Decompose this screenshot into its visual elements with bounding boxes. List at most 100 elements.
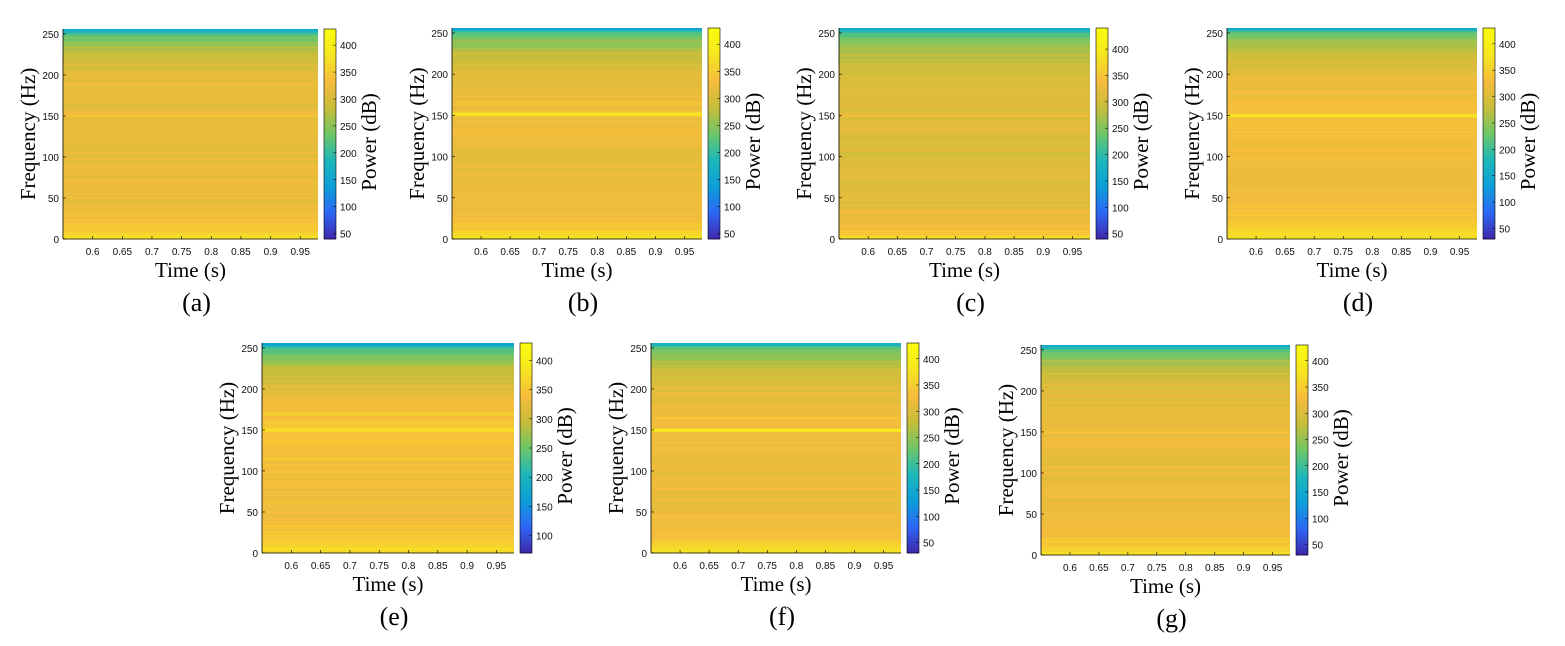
spectrogram-row: [1227, 225, 1477, 227]
x-tick-label: 0.9: [1424, 247, 1438, 258]
colorbar-segment: [324, 50, 336, 53]
spectrogram-row: [1041, 440, 1290, 442]
colorbar-segment: [1296, 534, 1308, 537]
y-tick-label: 50: [247, 508, 259, 519]
spectrogram-row: [262, 457, 514, 459]
spectrogram-row: [63, 124, 318, 126]
spectrogram-row: [262, 381, 514, 383]
colorbar-segment: [1096, 215, 1108, 219]
spectrogram-row: [1041, 352, 1290, 354]
spectrogram-row: [452, 56, 702, 58]
colorbar-segment: [1483, 171, 1495, 174]
spectrogram-row: [651, 503, 901, 505]
colorbar-segment: [324, 120, 336, 123]
panel-caption: (e): [380, 602, 409, 631]
spectrogram-row: [262, 366, 514, 368]
colorbar-segment: [907, 420, 919, 423]
spectrogram-row: [452, 182, 702, 184]
spectrogram-row: [63, 233, 318, 235]
colorbar-segment: [1296, 419, 1308, 423]
colorbar-segment: [1096, 217, 1108, 221]
spectrogram-row: [839, 146, 1090, 148]
x-tick-label: 0.7: [920, 247, 934, 258]
colorbar-segment: [907, 480, 919, 484]
colorbar-segment: [324, 227, 336, 231]
spectrogram-row: [651, 461, 901, 464]
colorbar-segment: [520, 506, 532, 510]
y-tick-label: 50: [48, 194, 60, 205]
spectrogram-row: [262, 402, 514, 405]
spectrogram-row: [651, 534, 901, 537]
spectrogram-row: [262, 367, 514, 369]
spectrogram-row: [1227, 45, 1477, 47]
colorbar-segment: [1483, 77, 1495, 80]
spectrogram-row: [651, 493, 901, 496]
colorbar-segment: [1483, 86, 1495, 90]
spectrogram-row: [452, 189, 702, 191]
spectrogram-row: [63, 140, 318, 142]
spectrogram-row: [651, 380, 901, 382]
colorbar-segment: [1296, 387, 1308, 390]
spectrogram-row: [63, 51, 318, 54]
x-tick-label: 0.9: [460, 561, 474, 572]
colorbar-label: Power (dB): [357, 93, 381, 190]
colorbar-segment: [708, 107, 720, 111]
spectrogram-row: [452, 190, 702, 192]
spectrogram-row: [1041, 433, 1290, 435]
spectrogram-row: [839, 145, 1090, 147]
spectrogram-row: [63, 68, 318, 70]
spectrogram-row: [1041, 550, 1290, 552]
colorbar-segment: [1483, 131, 1495, 134]
spectrogram-row: [262, 537, 514, 539]
spectrogram-row: [452, 151, 702, 153]
colorbar-segment: [1296, 473, 1308, 477]
spectrogram-row: [1041, 537, 1290, 539]
spectrogram-row: [262, 383, 514, 385]
spectrogram-row: [839, 106, 1090, 108]
spectrogram-row: [262, 352, 514, 354]
spectrogram-row: [651, 460, 901, 462]
spectrogram-row: [1041, 486, 1290, 488]
colorbar-segment: [1483, 58, 1495, 62]
colorbar-segment: [1483, 93, 1495, 97]
spectrogram-row: [63, 94, 318, 96]
colorbar-segment: [324, 176, 336, 179]
spectrogram-row: [651, 352, 901, 355]
colorbar-segment: [1296, 515, 1308, 519]
spectrogram-row: [839, 37, 1090, 39]
spectrogram-row: [839, 223, 1090, 225]
spectrogram-row: [262, 506, 514, 508]
spectrogram-row: [262, 384, 514, 387]
spectrogram-row: [1227, 146, 1477, 148]
spectrogram-row: [839, 205, 1090, 207]
colorbar-segment: [1296, 552, 1308, 556]
spectrogram-row: [452, 131, 702, 134]
colorbar-segment: [520, 420, 532, 423]
spectrogram-row: [839, 59, 1090, 61]
spectrogram-row: [1041, 354, 1290, 357]
spectrogram-row: [651, 381, 901, 383]
spectrogram-row: [839, 208, 1090, 210]
spectrogram-row: [1041, 515, 1290, 517]
spectrogram-row: [262, 494, 514, 496]
spectrogram-row: [63, 54, 318, 56]
spectrogram-row: [63, 167, 318, 169]
colorbar-segment: [1096, 88, 1108, 92]
spectrogram-row: [63, 175, 318, 177]
spectrogram-row: [1227, 28, 1477, 30]
spectrogram-row: [262, 420, 514, 422]
spectrogram-row: [839, 162, 1090, 164]
colorbar-segment: [1483, 81, 1495, 85]
colorbar-segment: [520, 392, 532, 395]
spectrogram-row: [452, 28, 702, 30]
colorbar-segment: [520, 389, 532, 393]
colorbar-segment: [1483, 213, 1495, 216]
spectrogram-row: [1041, 481, 1290, 483]
spectrogram-row: [262, 514, 514, 516]
spectrogram-row: [1227, 106, 1477, 108]
spectrogram-row: [1041, 380, 1290, 382]
spectrogram-row: [262, 460, 514, 462]
spectrogram-row: [452, 183, 702, 185]
spectrogram-row: [1041, 446, 1290, 448]
colorbar-segment: [1483, 88, 1495, 92]
